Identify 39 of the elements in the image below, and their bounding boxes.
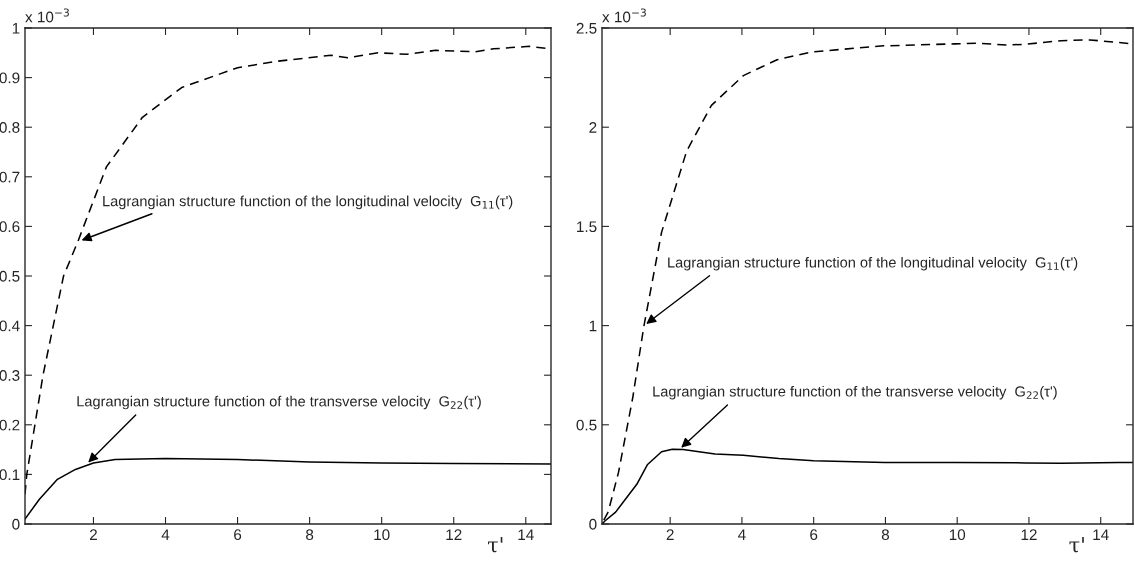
x-tick-label: 8 xyxy=(306,529,314,541)
annotation: Lagrangian structure function of the longitudinal velocity G$_{11}$(τ') xyxy=(103,195,513,210)
x-tick-label: 4 xyxy=(161,529,170,540)
y-tick-label: 0 xyxy=(589,518,597,530)
y-tick-label: 0.5 xyxy=(0,270,20,282)
y-tick-label: 2.5 xyxy=(576,22,597,34)
y-tick-label: 0.3 xyxy=(0,370,20,381)
y-tick-label: 0.6 xyxy=(0,221,20,233)
x-tick-label: 2 xyxy=(89,529,97,540)
x-axis-title: τ' xyxy=(1069,537,1084,553)
y-tick-label: 0.7 xyxy=(0,171,20,183)
x-tick-label: 6 xyxy=(810,529,818,541)
x-tick-label: 14 xyxy=(518,529,534,540)
y-tick-label: 1 xyxy=(12,23,20,34)
x-tick-label: 2 xyxy=(666,529,674,540)
y-tick-label: 0.8 xyxy=(0,122,20,133)
x-tick-label: 10 xyxy=(374,529,390,541)
y-tick-label: 0.4 xyxy=(0,320,20,332)
x-tick-label: 12 xyxy=(446,529,462,540)
text: x 10$^{−3}$ xyxy=(25,8,69,23)
x-tick-label: 4 xyxy=(738,529,746,540)
x-tick-label: 8 xyxy=(881,529,890,541)
x-tick-label: 10 xyxy=(949,529,966,541)
y-tick-label: 0.1 xyxy=(0,469,20,481)
text: x 10$^{−3}$ xyxy=(602,8,646,23)
annotation: Lagrangian structure function of the transverse velocity G$_{22}$(τ') xyxy=(653,385,1057,400)
x-tick-label: 12 xyxy=(1021,529,1037,540)
x-axis-title: τ' xyxy=(487,537,503,553)
x-tick-label: 14 xyxy=(1093,529,1109,540)
annotation: Lagrangian structure function of the longitudinal velocity G$_{11}$(τ') xyxy=(668,256,1078,271)
y-tick-label: 0.5 xyxy=(576,419,597,431)
y-tick-label: 1 xyxy=(589,320,597,332)
x-tick-label: 6 xyxy=(234,529,242,541)
y-tick-label: 0.9 xyxy=(0,72,20,84)
y-tick-label: 0.2 xyxy=(0,419,20,431)
y-tick-label: 0 xyxy=(12,518,20,530)
y-tick-label: 2 xyxy=(589,122,597,133)
y-tick-label: 1.5 xyxy=(577,221,597,233)
annotation: Lagrangian structure function of the transverse velocity G$_{22}$(τ') xyxy=(77,395,481,410)
